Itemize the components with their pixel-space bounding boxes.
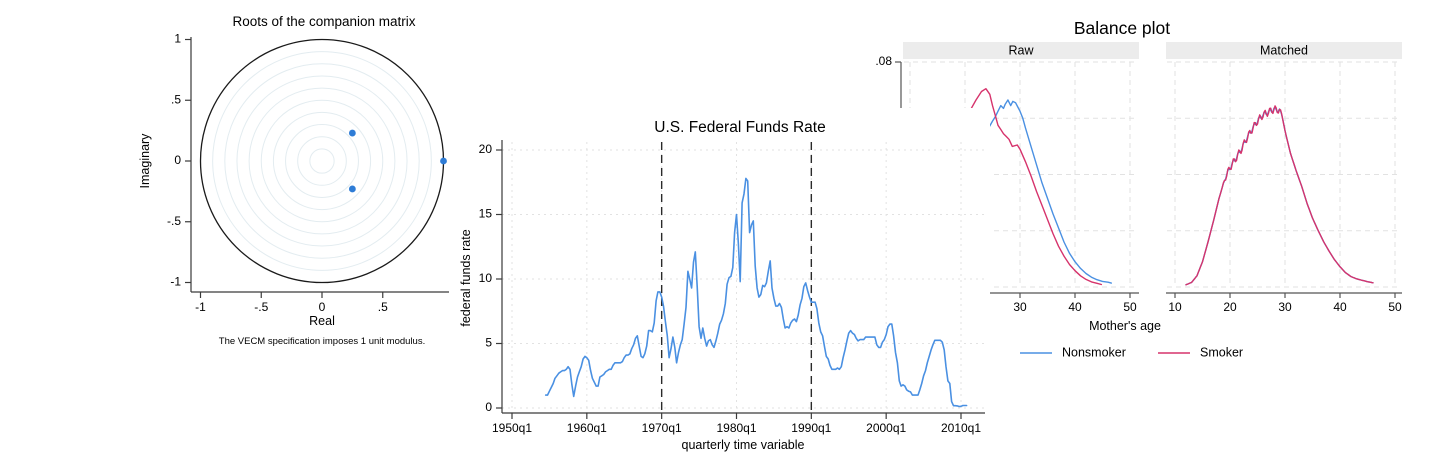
fed-funds-figure: U.S. Federal Funds Rate federal funds ra… [458,108,990,470]
matched-panel-header-label: Matched [1260,43,1308,57]
legend-smoker-label: Smoker [1200,345,1243,359]
fed-funds-title: U.S. Federal Funds Rate [654,119,825,136]
matched-x-tick-label: 20 [1223,300,1237,314]
unit-circle-gridline [236,75,408,247]
nonsmoker-raw-curve [969,99,1113,284]
fed-funds-line [544,177,968,408]
roots-note: The VECM specification imposes 1 unit mo… [219,336,425,347]
balance-ytick-label: .08 [875,54,892,68]
companion-roots-figure: Roots of the companion matrix Imaginary … [85,4,460,366]
fed-funds-ylabel: federal funds rate [459,229,473,326]
roots-x-tick-label: .5 [378,300,388,314]
companion-roots-svg: Roots of the companion matrix Imaginary … [138,14,449,347]
fed-x-tick-label: 1970q1 [642,421,682,435]
fed-y-tick-label: 5 [485,336,492,350]
roots-y-tick-label: -1 [170,275,181,289]
smoker-matched-curve [1185,105,1374,286]
fed-x-tick-label: 1990q1 [791,421,831,435]
balance-plot-svg: Balance plot .08 Mother's age Nonsmoker … [875,18,1402,359]
raw-panel-header-label: Raw [1008,43,1034,57]
raw-x-tick-label: 40 [1068,300,1082,314]
unit-circle-gridline [272,111,372,211]
roots-y-tick-label: 1 [174,32,181,46]
balance-plot-title: Balance plot [1074,18,1170,38]
roots-x-tick-label: 0 [319,300,326,314]
raw-panel-header [903,42,1139,59]
balance-plot-figure: Balance plot .08 Mother's age Nonsmoker … [862,8,1430,370]
eigenvalue-dot [348,129,356,137]
roots-xlabel: Real [309,314,335,328]
raw-x-tick-label: 50 [1123,300,1137,314]
fed-funds-svg: U.S. Federal Funds Rate federal funds ra… [459,119,985,452]
unit-circle-gridline [260,99,384,223]
matched-x-tick-label: 40 [1333,300,1347,314]
unit-circle-gridline [285,124,359,198]
unit-circle-gridline [212,51,432,271]
matched-x-tick-label: 30 [1278,300,1292,314]
matched-x-tick-label: 50 [1388,300,1402,314]
roots-x-tick-label: -.5 [254,300,268,314]
matched-panel-header [1166,42,1402,59]
roots-y-tick-label: -.5 [167,214,181,228]
roots-y-tick-label: 0 [174,153,181,167]
fed-funds-xlabel: quarterly time variable [682,438,805,452]
matched-x-tick-label: 10 [1168,300,1182,314]
eigenvalue-dot [348,185,356,193]
unit-circle-gridline [248,87,396,235]
fed-y-tick-label: 0 [485,400,492,414]
roots-title: Roots of the companion matrix [232,14,415,29]
roots-ylabel: Imaginary [138,133,152,189]
unit-circle-gridline [309,148,335,174]
smoker-raw-curve [969,87,1103,286]
roots-x-tick-label: -1 [195,300,206,314]
fed-x-tick-label: 1980q1 [716,421,756,435]
fed-x-tick-label: 2000q1 [866,421,906,435]
fed-y-tick-label: 15 [479,207,493,221]
raw-x-tick-label: 30 [1013,300,1027,314]
nonsmoker-matched-curve [1185,106,1374,286]
unit-circle-gridline [224,63,420,259]
mothers-age-axis-label: Mother's age [1089,319,1161,333]
fed-x-tick-label: 2010q1 [941,421,981,435]
roots-y-tick-label: .5 [171,92,181,106]
fed-x-tick-label: 1950q1 [492,421,532,435]
unit-circle-gridline [297,136,347,186]
eigenvalue-dot [440,157,447,165]
legend-nonsmoker-label: Nonsmoker [1062,345,1126,359]
fed-y-tick-label: 20 [479,142,493,156]
fed-y-tick-label: 10 [479,271,493,285]
fed-x-tick-label: 1960q1 [567,421,607,435]
